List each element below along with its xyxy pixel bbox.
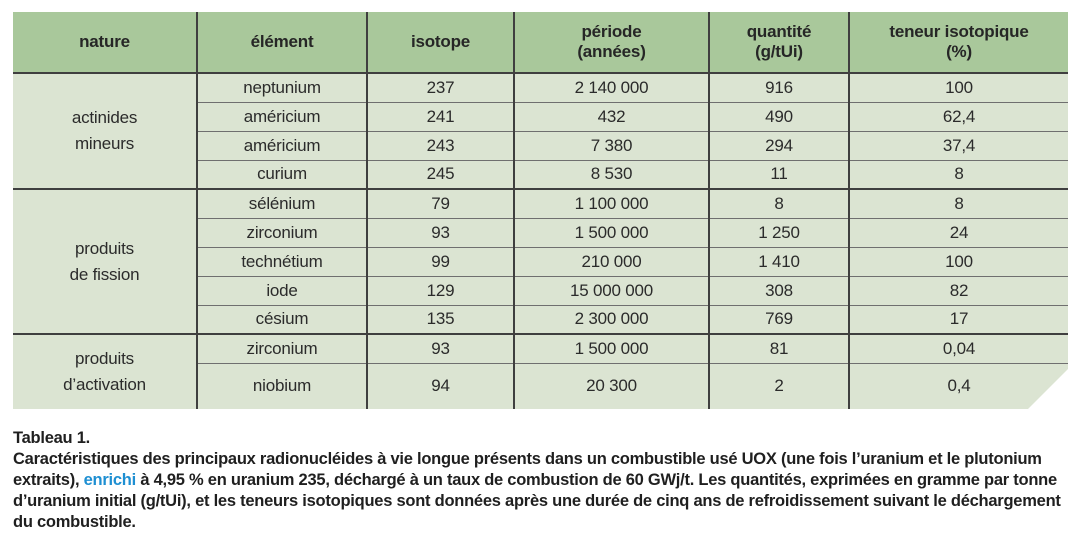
table-row: américium 243 7 380 294 37,4 — [13, 131, 1068, 160]
cell-element: sélénium — [197, 189, 367, 218]
cell-periode: 7 380 — [514, 131, 709, 160]
table-row: zirconium 93 1 500 000 1 250 24 — [13, 218, 1068, 247]
cell-periode: 1 500 000 — [514, 218, 709, 247]
cell-isotope: 93 — [367, 334, 514, 363]
cell-teneur: 82 — [849, 276, 1068, 305]
cell-element: iode — [197, 276, 367, 305]
header-label: élément — [250, 32, 314, 51]
header-sublabel: (g/tUi) — [755, 42, 803, 61]
cell-teneur: 8 — [849, 160, 1068, 189]
cell-element: américium — [197, 131, 367, 160]
cell-element: zirconium — [197, 334, 367, 363]
header-cell-quantite: quantité (g/tUi) — [709, 12, 849, 73]
cell-periode: 2 300 000 — [514, 305, 709, 334]
cell-quantite: 1 250 — [709, 218, 849, 247]
cell-isotope: 99 — [367, 247, 514, 276]
caption-text-before: Caractéristiques des principaux radionuc… — [13, 450, 1042, 489]
header-cell-nature: nature — [13, 12, 197, 73]
header-label: teneur isotopique — [889, 22, 1029, 41]
cell-isotope: 79 — [367, 189, 514, 218]
cell-teneur: 24 — [849, 218, 1068, 247]
table-row: iode 129 15 000 000 308 82 — [13, 276, 1068, 305]
cell-quantite: 308 — [709, 276, 849, 305]
cell-quantite: 11 — [709, 160, 849, 189]
table-row: niobium 94 20 300 2 0,4 — [13, 363, 1068, 409]
cell-nature-group: produits d’activation — [13, 334, 197, 409]
cell-teneur: 37,4 — [849, 131, 1068, 160]
header-sublabel: (%) — [946, 42, 972, 61]
cell-isotope: 94 — [367, 363, 514, 409]
caption-body: Caractéristiques des principaux radionuc… — [13, 449, 1067, 533]
cell-teneur: 17 — [849, 305, 1068, 334]
radionuclides-table: nature élément isotope période (années) q… — [13, 12, 1068, 409]
caption-glossary-term-enrichi: enrichi — [83, 471, 137, 489]
cell-quantite: 294 — [709, 131, 849, 160]
cell-isotope: 241 — [367, 102, 514, 131]
table-row: actinides mineurs neptunium 237 2 140 00… — [13, 73, 1068, 102]
cell-teneur: 100 — [849, 247, 1068, 276]
cell-quantite: 8 — [709, 189, 849, 218]
header-cell-isotope: isotope — [367, 12, 514, 73]
table-row: produits d’activation zirconium 93 1 500… — [13, 334, 1068, 363]
header-cell-periode: période (années) — [514, 12, 709, 73]
cell-teneur: 0,4 — [849, 363, 1068, 409]
cell-periode: 15 000 000 — [514, 276, 709, 305]
cell-teneur: 62,4 — [849, 102, 1068, 131]
cell-quantite: 490 — [709, 102, 849, 131]
cell-periode: 1 100 000 — [514, 189, 709, 218]
caption-text-after: à 4,95 % en uranium 235, déchargé à un t… — [13, 471, 1061, 531]
header-row: nature élément isotope période (années) q… — [13, 12, 1068, 73]
table-row: produits de fission sélénium 79 1 100 00… — [13, 189, 1068, 218]
table-row: technétium 99 210 000 1 410 100 — [13, 247, 1068, 276]
cell-isotope: 243 — [367, 131, 514, 160]
cell-element: curium — [197, 160, 367, 189]
cell-periode: 432 — [514, 102, 709, 131]
header-label: nature — [79, 32, 130, 51]
header-label: isotope — [410, 32, 471, 51]
table-row: américium 241 432 490 62,4 — [13, 102, 1068, 131]
cell-isotope: 135 — [367, 305, 514, 334]
cell-element: américium — [197, 102, 367, 131]
cell-quantite: 916 — [709, 73, 849, 102]
cell-element: neptunium — [197, 73, 367, 102]
header-sublabel: (années) — [577, 42, 646, 61]
cell-element: zirconium — [197, 218, 367, 247]
radionuclides-table-panel: nature élément isotope période (années) q… — [13, 12, 1068, 409]
cell-isotope: 237 — [367, 73, 514, 102]
cell-periode: 8 530 — [514, 160, 709, 189]
cell-quantite: 81 — [709, 334, 849, 363]
cell-periode: 1 500 000 — [514, 334, 709, 363]
cell-quantite: 1 410 — [709, 247, 849, 276]
cell-periode: 20 300 — [514, 363, 709, 409]
header-cell-teneur: teneur isotopique (%) — [849, 12, 1068, 73]
cell-nature-group: actinides mineurs — [13, 73, 197, 189]
cell-periode: 2 140 000 — [514, 73, 709, 102]
cell-element: césium — [197, 305, 367, 334]
cell-element: technétium — [197, 247, 367, 276]
cell-teneur: 100 — [849, 73, 1068, 102]
cell-isotope: 93 — [367, 218, 514, 247]
cell-nature-group: produits de fission — [13, 189, 197, 334]
header-cell-element: élément — [197, 12, 367, 73]
caption-title: Tableau 1. — [13, 429, 90, 447]
cell-element: niobium — [197, 363, 367, 409]
table-caption: Tableau 1. Caractéristiques des principa… — [13, 428, 1067, 533]
cell-teneur: 8 — [849, 189, 1068, 218]
cell-quantite: 2 — [709, 363, 849, 409]
header-label: période — [581, 22, 642, 41]
cell-isotope: 245 — [367, 160, 514, 189]
cell-isotope: 129 — [367, 276, 514, 305]
table-row: césium 135 2 300 000 769 17 — [13, 305, 1068, 334]
cell-periode: 210 000 — [514, 247, 709, 276]
cell-quantite: 769 — [709, 305, 849, 334]
table-row: curium 245 8 530 11 8 — [13, 160, 1068, 189]
header-label: quantité — [746, 22, 812, 41]
cell-teneur: 0,04 — [849, 334, 1068, 363]
